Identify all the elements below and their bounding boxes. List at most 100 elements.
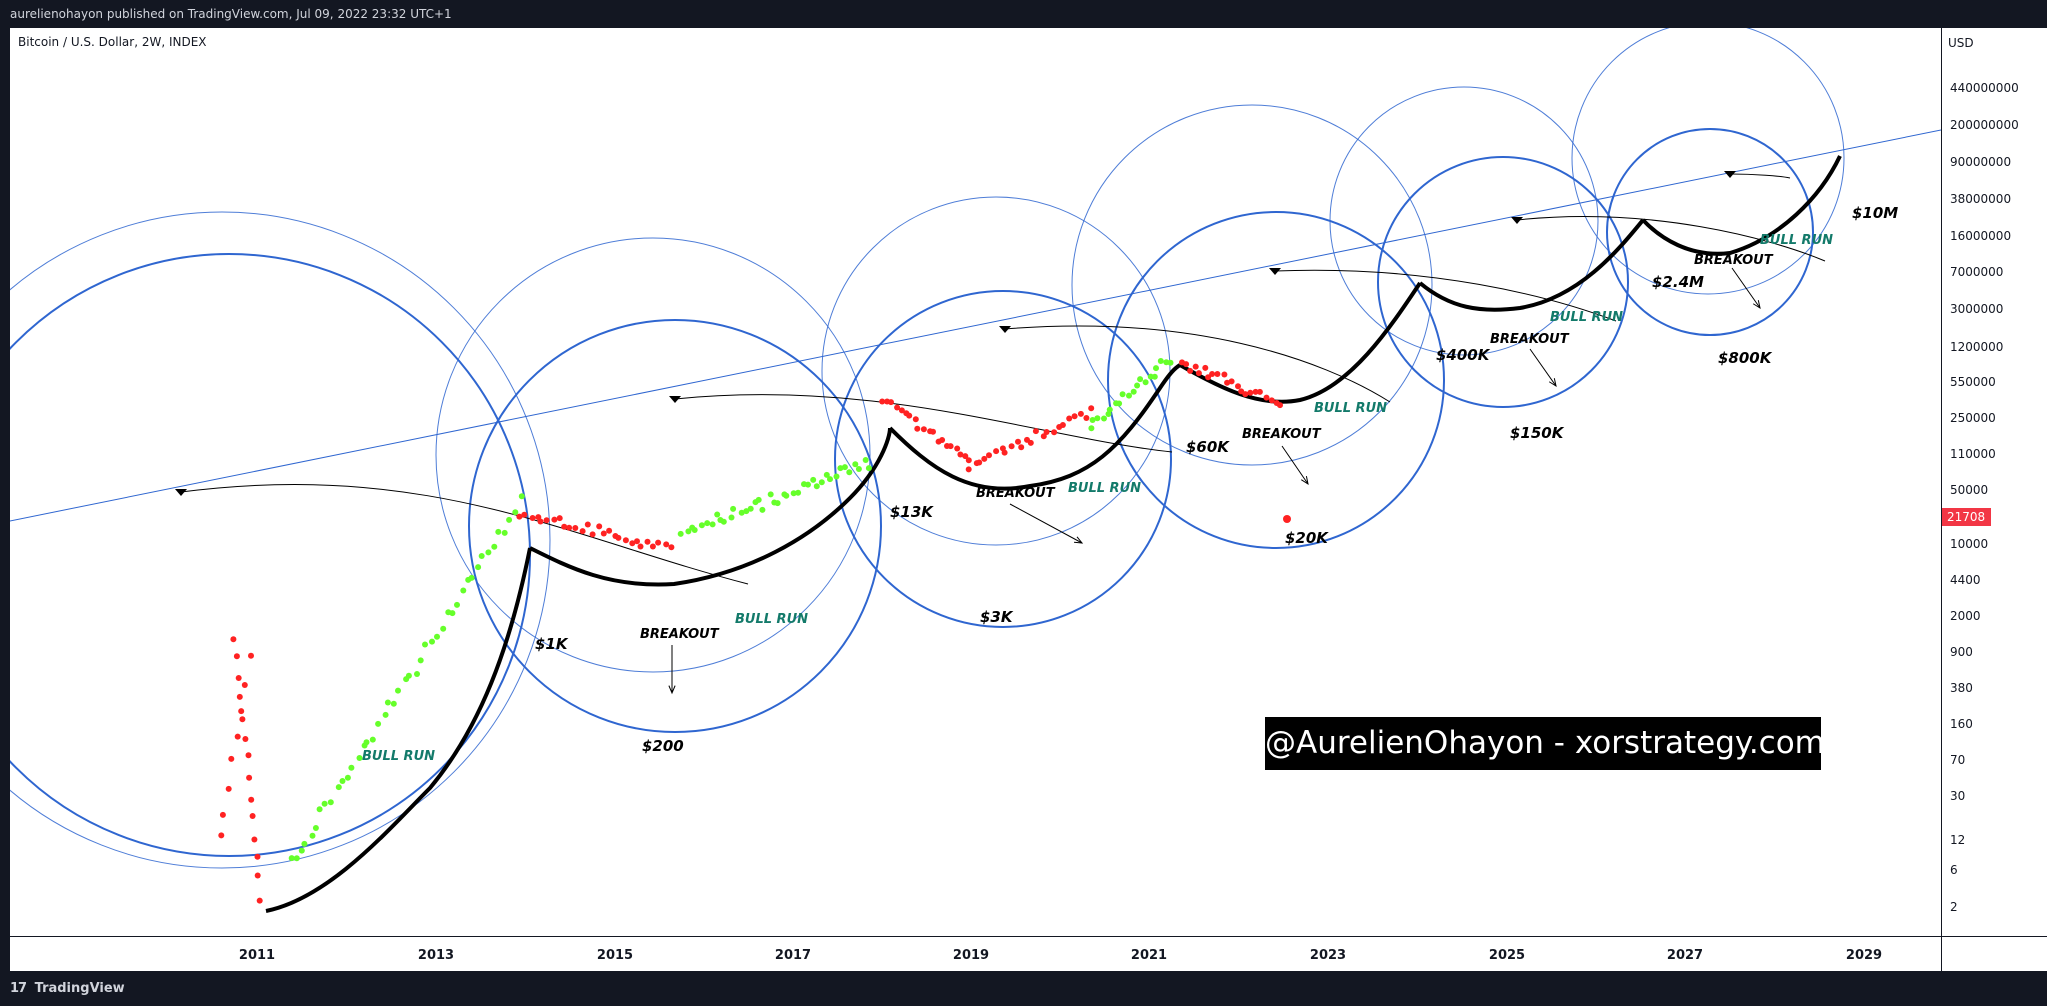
bull-dots-2011-dot (363, 739, 370, 746)
arc-marker-0 (175, 489, 187, 496)
bull-dots-2020-dot (1088, 425, 1095, 432)
time-axis-svg: 2011 2013 2015 2017 2019 2021 2023 2025 2027 2029 (239, 948, 1882, 963)
bear-dots-2014-dot (537, 518, 544, 525)
bull-run-label: BULL RUN (1550, 310, 1623, 325)
bull-dots-2016 (677, 457, 872, 537)
last-price-label: 21708 (1947, 510, 1985, 524)
bear-dots-2019-dot (965, 466, 972, 473)
bear-dots-2019-dot (1077, 410, 1084, 417)
bear-dots-2011b-dot (254, 853, 261, 860)
bear-dots-2011-dot (219, 811, 226, 818)
bull-dots-2011-dot (501, 529, 508, 536)
bear-dots-2021-dot (1209, 371, 1216, 377)
bull-dots-2016-dot (759, 506, 766, 513)
cycle-circle-2 (468, 319, 882, 733)
y-tick-label: 90000000 (1950, 155, 2011, 169)
breakout-arrowhead-0 (668, 685, 676, 695)
bull-dots-2011-dot (478, 553, 485, 559)
bear-dots-2014-dot (637, 543, 644, 550)
bear-dots-2018-dot (930, 428, 936, 435)
footer-bar: 17 TradingView (0, 971, 2047, 1006)
bear-dots-2011b-dot (230, 636, 237, 643)
bear-dots-2021-dot (1252, 388, 1259, 395)
bear-dots-2018 (879, 398, 972, 464)
bull-run-label: BULL RUN (1314, 401, 1387, 416)
bull-dots-2016-dot (704, 520, 711, 527)
time-axis[interactable]: 2011 2013 2015 2017 2019 2021 2023 2025 2027 2029 (10, 936, 1941, 971)
bear-dots-2011b-dot (249, 813, 256, 819)
bear-dots-2019-dot (1008, 443, 1015, 450)
bear-dots-2014-dot (622, 537, 629, 544)
price-target-label: $13K (890, 503, 934, 521)
resistance-arc-3 (1274, 269, 1617, 322)
y-tick-label: 160 (1950, 717, 1973, 731)
last-price-tag (1942, 508, 1991, 526)
bull-dots-2011-dot (460, 587, 467, 594)
bull-dots-2020-dot (1106, 406, 1113, 413)
bear-dots-2011-dot (241, 682, 248, 688)
arc-marker-5 (1724, 171, 1736, 178)
bear-dots-2019-dot (993, 448, 1000, 455)
bull-dots-2020-dot (1130, 388, 1137, 395)
arc-marker-4 (1511, 217, 1523, 224)
bear-dots-2014-dot (644, 538, 651, 545)
bear-dots-2018-dot (947, 443, 954, 450)
x-tick-label: 2027 (1667, 948, 1703, 963)
bull-dots-2020 (1088, 358, 1174, 432)
bull-dots-2016-dot (852, 461, 859, 468)
bear-dots-2021-dot (1214, 371, 1221, 377)
bull-dots-2020-dot (1094, 415, 1101, 422)
bull-dots-2011-dot (512, 509, 519, 516)
bear-dots-2019-dot (1032, 428, 1039, 435)
bull-dots-2011-dot (434, 633, 440, 640)
y-tick-label: 250000 (1950, 411, 1996, 425)
price-target-label: $20K (1285, 529, 1329, 547)
bear-dots-2011b-dot (256, 897, 263, 904)
y-tick-label: 50000 (1950, 483, 1988, 497)
bull-dots-2011-dot (390, 700, 397, 707)
y-tick-label: 12 (1950, 833, 1965, 847)
symbol-label[interactable]: Bitcoin / U.S. Dollar, 2W, INDEX (18, 35, 207, 49)
bear-dots-2021-dot (1277, 402, 1283, 409)
bull-dots-2016-dot (862, 457, 869, 463)
bull-dots-2016-dot (837, 465, 844, 472)
bull-dots-2016-dot (691, 527, 698, 533)
bull-dots-2020-dot (1157, 358, 1164, 364)
tradingview-logo-text: TradingView (34, 981, 125, 996)
bull-dots-2011-dot (312, 825, 319, 831)
y-tick-label: 7000000 (1950, 265, 2003, 279)
bear-dots-2019-dot (981, 455, 988, 462)
bull-dots-2016-dot (755, 496, 762, 503)
cycle-circle-3 (435, 237, 871, 673)
chart-plot-area[interactable]: $1K $200 $13K $3K $60K $20K $400K $150K $2.4M $80… (10, 28, 1941, 936)
bull-dots-2011-dot (327, 799, 334, 806)
bull-dots-2016-dot (841, 464, 848, 471)
bear-dots-2019-dot (1066, 415, 1073, 422)
bull-dots-2016-dot (728, 514, 735, 521)
bull-dots-2011-dot (405, 672, 412, 679)
bear-dots-2011b-dot (254, 872, 261, 879)
cycle-circle-6 (1107, 211, 1445, 549)
bear-dots-2021-dot (1235, 383, 1241, 390)
tradingview-logo[interactable]: 17 TradingView (10, 981, 125, 996)
bear-dots-2019-dot (1015, 438, 1021, 445)
left-edge (0, 28, 10, 971)
price-axis[interactable]: USD 440000000 200000000 90000000 38000000 160… (1941, 28, 2047, 936)
x-tick-label: 2021 (1131, 948, 1167, 963)
cycle-circle-0 (10, 253, 531, 857)
bull-dots-2016-dot (709, 521, 716, 528)
bull-dots-2011-dot (414, 671, 420, 677)
bull-run-label: BULL RUN (362, 749, 435, 764)
bull-dots-2020-dot (1137, 376, 1144, 383)
bull-dots-2011-dot (440, 625, 447, 632)
bull-dots-2016-dot (767, 491, 774, 498)
y-tick-label: 6 (1950, 863, 1958, 877)
bull-dots-2020-dot (1101, 415, 1107, 422)
y-tick-label: 380 (1950, 681, 1973, 695)
price-target-label: $60K (1186, 438, 1230, 456)
y-tick-label: 550000 (1950, 375, 1996, 389)
bull-dots-2016-dot (783, 492, 790, 499)
bull-dots-2011-dot (382, 711, 389, 718)
arc-marker-1 (669, 396, 681, 403)
bull-dots-2011-dot (449, 610, 456, 617)
